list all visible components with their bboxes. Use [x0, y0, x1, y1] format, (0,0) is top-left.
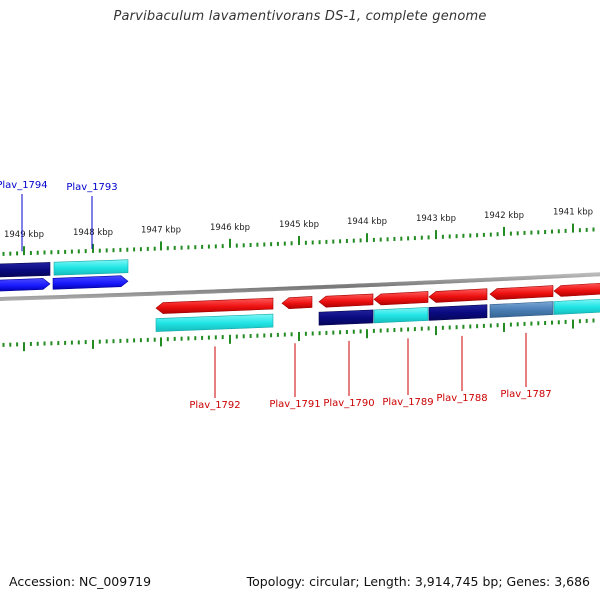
gene-arrow-plav-1788[interactable] — [428, 288, 488, 303]
scale-label-1942-kbp: 1942 kbp — [484, 211, 524, 221]
gene-arrow-plav-1789[interactable] — [373, 291, 429, 306]
genome-summary: Topology: circular; Length: 3,914,745 bp… — [246, 574, 590, 589]
gene-label-plav-1794[interactable]: Plav_1794 — [0, 180, 48, 191]
cds-bar-plav-1787[interactable] — [489, 301, 554, 318]
genome-backbone — [0, 272, 600, 302]
gene-label-plav-1789[interactable]: Plav_1789 — [382, 397, 433, 408]
cds-bar-plav-1788[interactable] — [428, 304, 488, 321]
map-title: Parvibaculum lavamentivorans DS-1, compl… — [113, 9, 487, 24]
gene-arrow-plav-1794[interactable] — [0, 278, 51, 292]
gene-label-plav-1791[interactable]: Plav_1791 — [269, 399, 320, 410]
gene-label-plav-1793[interactable]: Plav_1793 — [66, 182, 117, 193]
cds-bar-plav-1790[interactable] — [318, 309, 374, 326]
gene-arrow-plav-1787[interactable] — [489, 285, 554, 300]
gene-label-plav-1788[interactable]: Plav_1788 — [436, 393, 487, 404]
gene-arrow-gene-8[interactable] — [553, 282, 600, 297]
gene-label-plav-1792[interactable]: Plav_1792 — [189, 400, 240, 411]
gene-track — [0, 275, 600, 314]
scale-label-1946-kbp: 1946 kbp — [210, 223, 250, 233]
scale-label-1949-kbp: 1949 kbp — [4, 230, 44, 240]
gene-arrow-plav-1793[interactable] — [52, 275, 129, 290]
gene-arrow-plav-1792[interactable] — [155, 297, 274, 314]
scale-label-1943-kbp: 1943 kbp — [416, 214, 456, 224]
cds-bar-plav-1789[interactable] — [373, 307, 429, 324]
cds-bar-plav-1794[interactable] — [0, 262, 51, 278]
scale-label-1947-kbp: 1947 kbp — [141, 225, 181, 235]
gene-label-plav-1787[interactable]: Plav_1787 — [500, 389, 551, 400]
scale-label-1948-kbp: 1948 kbp — [73, 228, 113, 238]
cds-track — [0, 259, 600, 332]
gene-arrow-plav-1791[interactable] — [281, 296, 313, 310]
accession-label: Accession: NC_009719 — [9, 574, 152, 589]
scale-label-1941-kbp: 1941 kbp — [553, 208, 593, 218]
cds-bar-gene-8[interactable] — [553, 298, 600, 315]
scale-label-1945-kbp: 1945 kbp — [279, 220, 319, 230]
scale-ticks — [2, 223, 595, 352]
gene-arrow-plav-1790[interactable] — [318, 293, 374, 308]
gene-label-plav-1790[interactable]: Plav_1790 — [323, 398, 374, 409]
cds-bar-plav-1792[interactable] — [155, 313, 274, 332]
scale-label-1944-kbp: 1944 kbp — [347, 217, 387, 227]
scale-labels: 1949 kbp 1948 kbp 1947 kbp 1946 kbp 1945 kbp… — [4, 208, 593, 241]
cds-bar-plav-1793[interactable] — [53, 259, 129, 276]
